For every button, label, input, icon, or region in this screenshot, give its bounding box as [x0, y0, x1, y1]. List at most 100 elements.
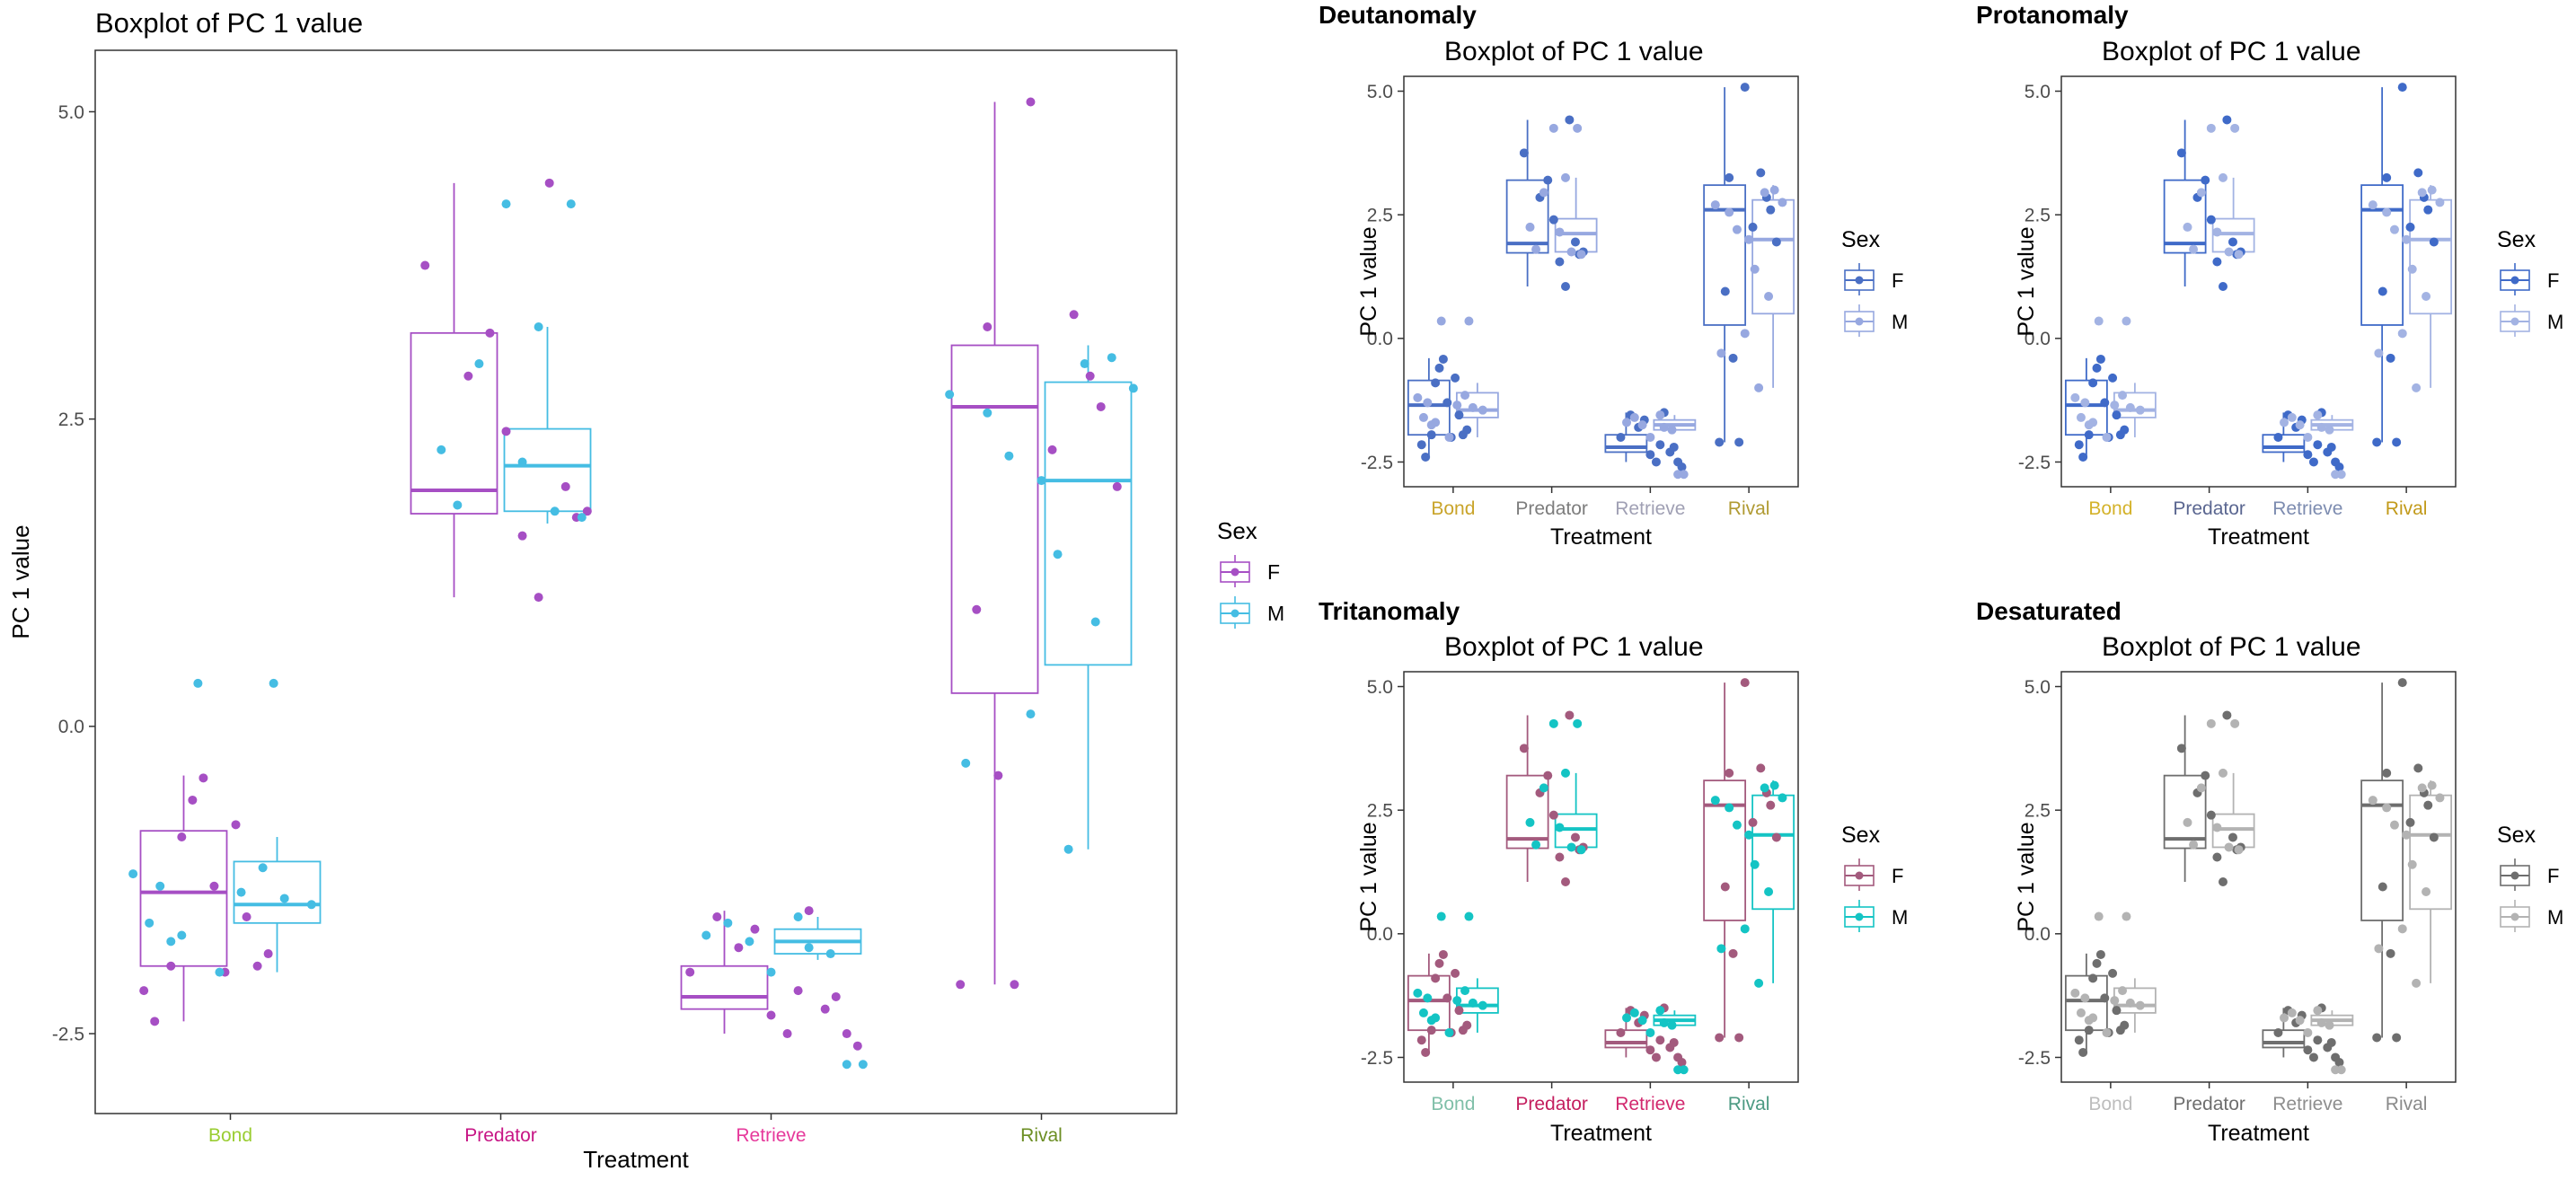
data-point [1622, 1013, 1632, 1023]
plot-frame [1403, 671, 1799, 1083]
box-retrieve-f [1604, 1008, 1648, 1058]
y-axis-label: PC 1 value [7, 524, 34, 638]
data-point [1464, 316, 1474, 326]
data-point [2313, 410, 2323, 420]
data-point [2429, 832, 2439, 842]
legend-label: F [1892, 865, 1903, 887]
x-tick-label: Predator [1515, 498, 1588, 519]
panel-label: Deutanomaly [1319, 1, 1477, 29]
box-rival-m [1044, 345, 1133, 850]
data-point [1566, 247, 1576, 257]
box-iqr [2163, 774, 2207, 850]
data-point [2095, 949, 2105, 959]
data-point [1728, 948, 1738, 958]
data-point [1566, 842, 1576, 852]
data-point [1431, 378, 1441, 388]
data-point [150, 1017, 160, 1026]
chart-title: Boxplot of PC 1 value [1444, 632, 1704, 662]
data-point [1421, 452, 1431, 462]
data-point [1756, 763, 1766, 773]
data-point [1010, 980, 1019, 990]
data-point [1519, 148, 1529, 158]
legend-key-point [1855, 871, 1864, 880]
x-tick-label: Rival [1020, 1125, 1063, 1146]
box-predator-m [503, 326, 592, 524]
x-axis-label: Treatment [1550, 1121, 1652, 1146]
data-point [2112, 410, 2122, 420]
box-iqr [1505, 774, 1549, 850]
data-point [2183, 817, 2192, 827]
data-point [956, 980, 966, 990]
data-point [2386, 948, 2395, 958]
data-point [1716, 944, 1726, 954]
data-point [560, 481, 570, 491]
data-point [1565, 115, 1575, 125]
data-point [2176, 148, 2186, 158]
box-retrieve-f [680, 911, 769, 1035]
chart-protan: Protanomaly Boxplot of PC 1 value -2.5 0.0 2… [1976, 1, 2563, 550]
box-rival-f [1703, 682, 1747, 1038]
data-point [1063, 844, 1073, 854]
x-tick-label: Retrieve [1615, 1094, 1685, 1114]
data-point [2417, 783, 2427, 793]
data-point [2308, 457, 2318, 467]
data-point [2120, 1020, 2130, 1030]
data-point [1740, 924, 1750, 934]
data-point [1004, 451, 1014, 461]
data-point [1565, 710, 1575, 720]
data-point [145, 918, 154, 928]
data-point [2100, 993, 2110, 1003]
data-point [1778, 198, 1787, 207]
box-retrieve-m [773, 916, 862, 960]
data-point [2110, 401, 2120, 410]
x-tick-label: Retrieve [2272, 498, 2342, 519]
box-iqr [2360, 184, 2404, 326]
data-point [1421, 1047, 1431, 1057]
data-point [1710, 200, 1720, 210]
data-point [2397, 329, 2407, 339]
data-point [2222, 115, 2232, 125]
legend-key-m [1220, 596, 1250, 629]
data-point [2423, 800, 2433, 810]
data-point [139, 986, 149, 996]
data-point [1651, 1052, 1661, 1062]
data-point [972, 604, 982, 614]
data-point [566, 199, 576, 209]
data-point [1629, 1008, 1639, 1017]
legend-key-point [1855, 912, 1864, 921]
data-point [685, 967, 695, 977]
data-point [1047, 445, 1057, 454]
data-point [269, 678, 278, 688]
data-point [2402, 234, 2412, 244]
data-point [2212, 852, 2222, 862]
data-point [2100, 398, 2110, 408]
legend-label: M [2547, 311, 2563, 333]
x-tick-label: Rival [1728, 498, 1770, 519]
data-point [279, 894, 289, 903]
data-point [2070, 392, 2080, 402]
data-point [1452, 996, 1462, 1006]
data-point [2224, 842, 2234, 852]
data-point [1750, 859, 1760, 869]
data-point [2423, 205, 2433, 215]
data-point [258, 863, 268, 873]
box-predator-f [1505, 715, 1549, 883]
data-point [745, 937, 754, 947]
box-rival-f [2360, 682, 2404, 1038]
legend: Sex FM [2497, 227, 2563, 337]
data-point [961, 758, 971, 768]
data-point [712, 911, 722, 921]
data-point [2218, 768, 2228, 778]
plot-frame [2060, 75, 2457, 488]
data-point [1560, 282, 1570, 292]
data-point [1754, 978, 1764, 988]
data-point [1128, 383, 1138, 393]
data-point [1750, 264, 1760, 274]
data-point [1442, 993, 1452, 1003]
data-point [2088, 1013, 2098, 1023]
box-predator-f [2163, 715, 2207, 883]
data-point [1576, 250, 1586, 260]
data-point [1539, 783, 1548, 793]
data-point [2094, 911, 2104, 921]
data-point [2125, 998, 2135, 1008]
